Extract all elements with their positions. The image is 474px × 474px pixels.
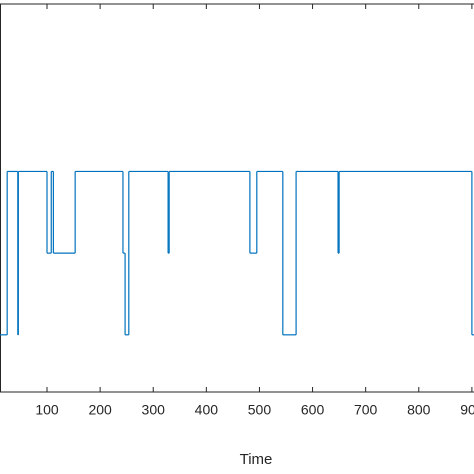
x-tick-label: 200 <box>88 402 112 418</box>
x-tick-label: 600 <box>301 402 325 418</box>
x-tick-label: 100 <box>35 402 59 418</box>
x-tick-label: 500 <box>248 402 272 418</box>
x-tick-label: 800 <box>407 402 431 418</box>
x-tick-label: 900 <box>460 402 474 418</box>
x-tick-label: 700 <box>354 402 378 418</box>
x-tick-label: 300 <box>142 402 166 418</box>
x-tick-label: 400 <box>195 402 219 418</box>
plot-frame <box>0 3 474 393</box>
x-axis-label: Time <box>240 451 273 468</box>
